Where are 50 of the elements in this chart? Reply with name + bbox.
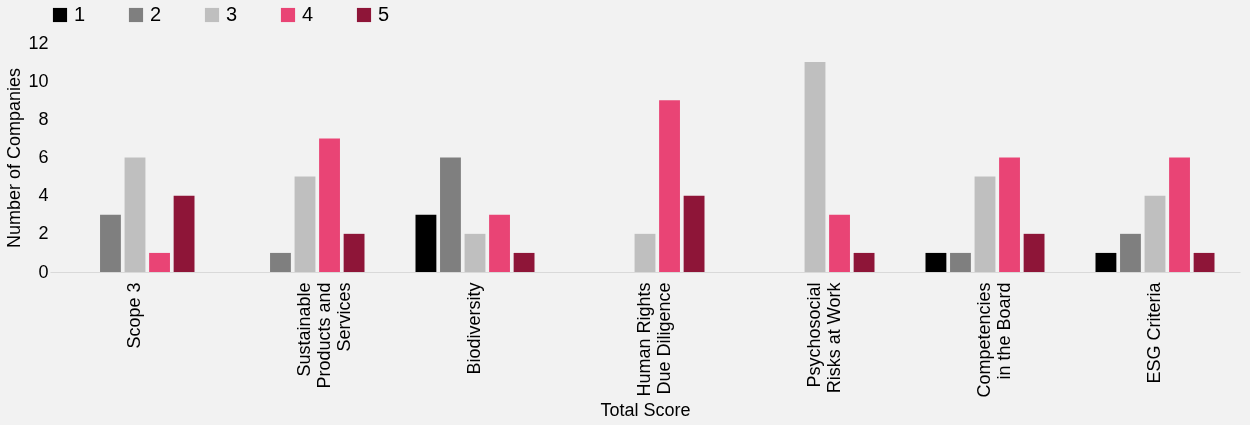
bar <box>489 214 510 272</box>
x-tick-label: Human Rights Due Diligence <box>634 282 674 397</box>
legend-label: 2 <box>150 3 162 25</box>
bar <box>829 214 850 272</box>
bar <box>1193 252 1215 272</box>
x-tick-label: Scope 3 <box>124 282 144 349</box>
bar <box>1023 233 1045 272</box>
y-tick-label: 2 <box>38 223 49 244</box>
legend-label: 1 <box>74 3 86 25</box>
bar <box>100 214 121 272</box>
bar <box>974 176 996 272</box>
bar <box>319 138 340 272</box>
bar <box>634 233 656 272</box>
bar <box>149 252 170 272</box>
legend-label: 4 <box>302 3 314 25</box>
x-tick-label: Competencies in the Board <box>974 282 1014 398</box>
bar <box>925 252 947 272</box>
y-tick-label: 10 <box>28 70 49 91</box>
bar <box>1095 252 1117 272</box>
bar <box>659 100 680 272</box>
bar <box>415 214 437 272</box>
x-tick-label: Sustainable Products and Services <box>294 282 354 389</box>
bar <box>950 252 971 272</box>
x-tick-label: Psychosocial Risks at Work <box>804 281 844 394</box>
bar <box>270 252 291 272</box>
y-axis-title: Number of Companies <box>4 67 25 249</box>
x-axis-title: Total Score <box>600 399 691 420</box>
legend-label: 5 <box>378 3 390 25</box>
bar <box>1120 233 1141 272</box>
bar <box>1144 195 1166 272</box>
legend-label: 3 <box>226 3 238 25</box>
bar <box>999 157 1020 272</box>
bar <box>294 176 316 272</box>
y-tick-label: 4 <box>38 185 49 206</box>
bar <box>440 157 461 272</box>
bar <box>1169 157 1190 272</box>
x-tick-label: ESG Criteria <box>1144 281 1164 384</box>
bar <box>513 252 535 272</box>
y-tick-label: 12 <box>28 32 49 53</box>
bar <box>343 233 365 272</box>
y-tick-label: 6 <box>38 147 49 167</box>
bar <box>853 252 875 272</box>
y-tick-label: 0 <box>38 261 49 282</box>
bar <box>464 233 486 272</box>
bar <box>683 195 705 272</box>
bar <box>173 195 195 272</box>
y-tick-label: 8 <box>38 108 49 129</box>
bar <box>804 62 826 272</box>
bar <box>124 157 146 272</box>
x-tick-label: Biodiversity <box>464 282 484 375</box>
